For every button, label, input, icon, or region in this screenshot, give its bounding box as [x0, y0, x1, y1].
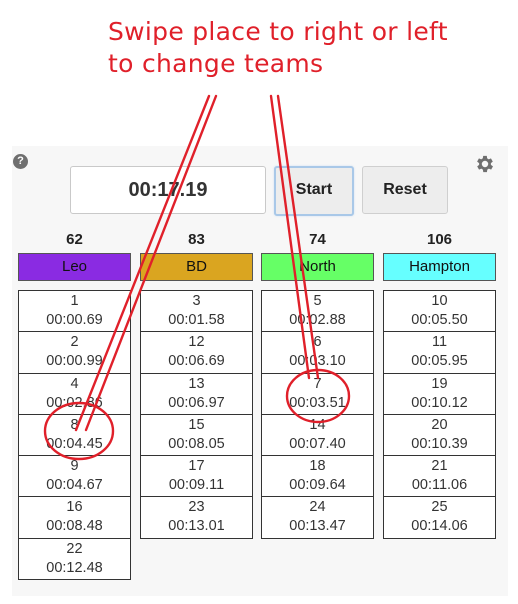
place-number: 14 [309, 416, 326, 433]
start-button[interactable]: Start [274, 166, 354, 216]
place-time: 00:06.69 [168, 353, 225, 370]
place-number: 5 [313, 293, 322, 309]
place-cell[interactable]: 8 00:04.45 [18, 413, 131, 457]
place-time: 00:05.50 [411, 312, 468, 328]
place-number: 13 [188, 375, 205, 392]
team-button-bd[interactable]: BD [140, 253, 253, 281]
place-time: 00:02.86 [46, 394, 103, 411]
place-cell[interactable]: 6 00:03.10 [261, 331, 374, 374]
team-places-list: 10 00:05.50 11 00:05.95 19 00:10.12 20 00:10.39… [383, 290, 496, 539]
place-cell[interactable]: 1 00:00.69 [18, 290, 131, 333]
place-number: 6 [313, 334, 322, 351]
place-cell[interactable]: 12 00:06.69 [140, 331, 253, 374]
place-time: 00:04.67 [46, 477, 103, 494]
place-number: 19 [431, 375, 448, 392]
annotation-line-1: Swipe place to right or left [108, 17, 448, 46]
team-button-north[interactable]: North [261, 253, 374, 281]
place-cell[interactable]: 7 00:03.51 [261, 372, 374, 415]
place-time: 00:07.40 [289, 435, 346, 452]
place-time: 00:10.39 [411, 435, 468, 452]
place-number: 17 [188, 458, 205, 475]
place-time: 00:01.58 [168, 312, 225, 328]
place-time: 00:08.48 [46, 518, 103, 535]
help-icon[interactable]: ? [13, 154, 28, 169]
place-cell[interactable]: 16 00:08.48 [18, 496, 131, 539]
place-cell[interactable]: 14 00:07.40 [261, 413, 374, 457]
place-number: 9 [70, 458, 79, 475]
place-number: 1 [70, 293, 79, 309]
place-time: 00:13.47 [289, 518, 346, 535]
place-time: 00:00.99 [46, 353, 103, 370]
place-time: 00:06.97 [168, 394, 225, 411]
place-time: 00:02.88 [289, 312, 346, 328]
place-time: 00:00.69 [46, 312, 103, 328]
place-cell[interactable]: 4 00:02.86 [18, 372, 131, 415]
place-time: 00:09.64 [289, 477, 346, 494]
place-number: 11 [431, 334, 448, 351]
reset-button[interactable]: Reset [362, 166, 448, 214]
team-places-list: 5 00:02.88 6 00:03.10 7 00:03.51 14 00:07.40 18 0… [261, 290, 374, 539]
place-number: 3 [192, 293, 201, 309]
place-number: 8 [70, 416, 79, 433]
place-number: 22 [66, 540, 83, 557]
place-cell[interactable]: 17 00:09.11 [140, 455, 253, 498]
place-cell[interactable]: 19 00:10.12 [383, 372, 496, 415]
team-score: 83 [188, 231, 205, 248]
place-cell[interactable]: 13 00:06.97 [140, 372, 253, 415]
team-places-list: 1 00:00.69 2 00:00.99 4 00:02.86 8 00:04.45 9 00:… [18, 290, 131, 581]
place-cell[interactable]: 20 00:10.39 [383, 413, 496, 457]
place-number: 20 [431, 416, 448, 433]
place-number: 18 [309, 458, 326, 475]
place-cell[interactable]: 5 00:02.88 [261, 290, 374, 333]
annotation-line-2: to change teams [108, 49, 324, 78]
place-cell[interactable]: 10 00:05.50 [383, 290, 496, 333]
place-cell[interactable]: 23 00:13.01 [140, 496, 253, 539]
place-number: 23 [188, 499, 205, 516]
gear-icon[interactable] [474, 153, 496, 175]
team-score: 62 [66, 231, 83, 248]
place-number: 2 [70, 334, 79, 351]
place-cell[interactable]: 25 00:14.06 [383, 496, 496, 539]
place-cell[interactable]: 24 00:13.47 [261, 496, 374, 539]
place-number: 4 [70, 375, 79, 392]
team-button-hampton[interactable]: Hampton [383, 253, 496, 281]
place-number: 21 [431, 458, 448, 475]
place-time: 00:10.12 [411, 394, 468, 411]
place-time: 00:11.06 [411, 477, 468, 494]
place-time: 00:08.05 [168, 435, 225, 452]
place-time: 00:03.51 [289, 394, 346, 411]
team-score: 106 [426, 231, 453, 248]
place-time: 00:13.01 [168, 518, 225, 535]
place-number: 7 [313, 375, 322, 392]
place-number: 24 [309, 499, 326, 516]
team-places-list: 3 00:01.58 12 00:06.69 13 00:06.97 15 00:08.05 1… [140, 290, 253, 539]
team-button-leo[interactable]: Leo [18, 253, 131, 281]
place-time: 00:04.45 [46, 435, 103, 452]
place-number: 12 [188, 334, 205, 351]
place-cell[interactable]: 21 00:11.06 [383, 455, 496, 498]
place-number: 25 [431, 499, 448, 516]
place-cell[interactable]: 9 00:04.67 [18, 455, 131, 498]
place-time: 00:03.10 [289, 353, 346, 370]
place-cell[interactable]: 18 00:09.64 [261, 455, 374, 498]
place-cell[interactable]: 2 00:00.99 [18, 331, 131, 374]
team-score: 74 [309, 231, 326, 248]
place-cell[interactable]: 3 00:01.58 [140, 290, 253, 333]
place-number: 16 [66, 499, 83, 516]
race-timer: 00:17.19 [70, 166, 266, 214]
place-time: 00:14.06 [411, 518, 468, 535]
place-cell[interactable]: 15 00:08.05 [140, 413, 253, 457]
place-number: 10 [431, 293, 448, 309]
place-time: 00:05.95 [411, 353, 468, 370]
place-number: 15 [188, 416, 205, 433]
place-cell[interactable]: 11 00:05.95 [383, 331, 496, 374]
place-cell[interactable]: 22 00:12.48 [18, 537, 131, 581]
place-time: 00:09.11 [168, 477, 225, 494]
place-time: 00:12.48 [46, 559, 103, 576]
